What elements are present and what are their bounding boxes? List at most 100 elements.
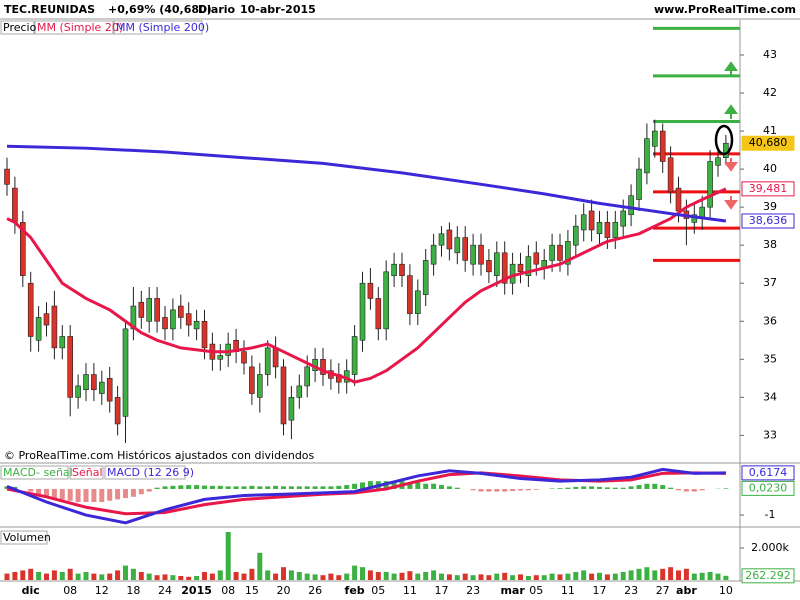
candle-body — [91, 374, 97, 391]
histogram-bar — [604, 487, 610, 489]
volume-bar — [273, 573, 279, 580]
histogram-bar — [296, 486, 302, 489]
volume-bar — [170, 575, 176, 580]
volume-bar — [691, 573, 697, 580]
x-tick-label: 17 — [593, 584, 607, 597]
y-tick-label: 43 — [763, 48, 777, 61]
x-tick-label: 11 — [403, 584, 417, 597]
candle-body — [651, 130, 658, 147]
symbol: TEC.REUNIDAS — [4, 3, 95, 16]
candle-body — [644, 138, 650, 174]
x-tick-label: 26 — [308, 584, 322, 597]
candle-body — [280, 366, 287, 425]
volume-bar — [652, 570, 658, 580]
candle-body — [185, 313, 192, 326]
candle-body — [359, 282, 366, 341]
candle-body — [667, 157, 674, 193]
candle-body — [106, 378, 113, 402]
histogram-bar — [367, 481, 373, 489]
volume-bar — [360, 567, 365, 580]
histogram-bar — [146, 488, 152, 492]
volume-bar — [312, 574, 318, 580]
volume-bar — [194, 576, 200, 580]
candle-body — [51, 305, 58, 349]
histogram-bar — [186, 485, 192, 489]
x-tick-label: 18 — [126, 584, 140, 597]
volume-bar — [304, 573, 310, 580]
volume-bar — [549, 573, 555, 580]
histogram-bar — [407, 482, 413, 489]
x-tick-label: 23 — [466, 584, 480, 597]
candle-body — [407, 275, 413, 314]
price-tag-label: 40,680 — [749, 136, 788, 149]
histogram-bar — [194, 485, 200, 489]
histogram-bar — [233, 486, 239, 489]
y-tick-label: 35 — [763, 352, 777, 365]
candle-body — [580, 214, 587, 231]
change: +0,69% (40,680) — [108, 3, 212, 16]
volume-bar — [446, 574, 452, 580]
volume-bar — [352, 565, 358, 580]
candle-body — [288, 397, 295, 421]
volume-bar — [383, 572, 389, 580]
volume-bar — [83, 572, 89, 580]
histogram-bar — [439, 485, 444, 489]
volume-bar — [375, 572, 381, 580]
candle-body — [525, 256, 532, 276]
histogram-bar — [565, 487, 571, 489]
histogram-bar — [36, 488, 42, 495]
histogram-bar — [217, 485, 223, 489]
period: Diario — [198, 3, 236, 16]
volume-bar — [573, 572, 579, 580]
volume-bar — [107, 573, 113, 580]
volume-bar — [470, 575, 476, 580]
candle-body — [612, 222, 619, 238]
histogram-bar — [360, 482, 365, 489]
histogram-bar — [83, 488, 89, 503]
volume-bar — [75, 573, 81, 580]
histogram-bar — [683, 488, 689, 492]
x-tick-label: 10 — [719, 584, 733, 597]
candle-body — [446, 229, 453, 250]
histogram-bar — [502, 488, 508, 492]
candle-body — [572, 225, 579, 246]
candle-body — [304, 366, 311, 387]
histogram-bar — [344, 485, 350, 489]
volume-bar — [257, 552, 263, 580]
candle-body — [628, 195, 634, 216]
histogram-bar — [107, 488, 113, 501]
x-tick-label: mar — [500, 584, 525, 597]
histogram-bar — [154, 487, 160, 489]
volume-bar — [407, 571, 413, 580]
candle-body — [367, 282, 374, 299]
up-arrow — [724, 104, 738, 119]
volume-bar — [715, 573, 721, 580]
x-tick-label: 05 — [529, 584, 543, 597]
volume-bar — [533, 575, 539, 580]
volume-bar — [115, 570, 121, 580]
volume-bar — [296, 572, 302, 580]
volume-bar — [628, 570, 634, 580]
histogram-bar — [668, 487, 674, 489]
histogram-bar — [288, 486, 294, 489]
y-tick-label: 40 — [763, 162, 777, 175]
legend-box — [0, 530, 48, 545]
candle-body — [454, 237, 461, 254]
x-tick-label: 05 — [371, 584, 385, 597]
volume-bar — [486, 575, 492, 580]
candle-body — [715, 157, 721, 166]
volume-bar — [130, 568, 136, 580]
histogram-bar — [138, 488, 144, 495]
volume-bar — [320, 575, 326, 580]
histogram-bar — [391, 481, 397, 489]
y-tick-label: 36 — [763, 314, 777, 327]
volume-bar — [518, 574, 523, 580]
candle-body — [67, 336, 73, 398]
volume-bar — [225, 532, 231, 580]
histogram-bar — [525, 488, 531, 491]
price-tag — [741, 213, 795, 229]
volume-bar — [59, 572, 65, 580]
histogram-bar — [699, 488, 705, 491]
y-tick-label: 41 — [763, 124, 777, 137]
histogram-bar — [115, 488, 121, 500]
